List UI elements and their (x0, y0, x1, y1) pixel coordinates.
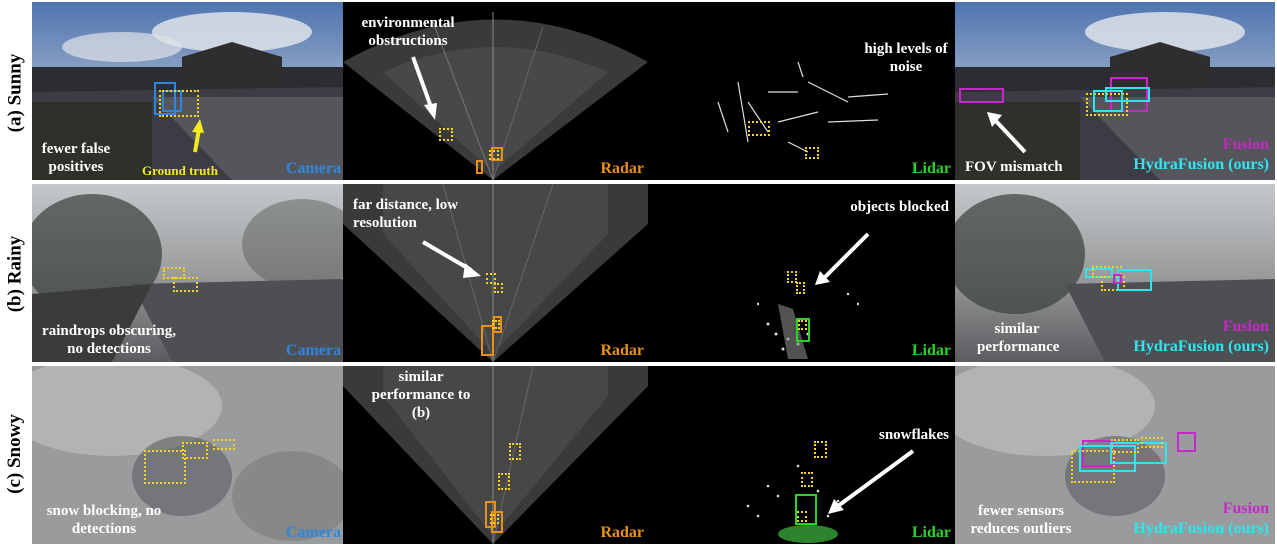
fusion-panel-snowy: fewer sensors reduces outliers Fusion Hy… (955, 366, 1275, 544)
ground-truth-box (173, 277, 198, 292)
ground-truth-box (796, 282, 805, 294)
radar-detection-box (481, 325, 494, 356)
ground-truth-box (798, 320, 807, 330)
camera-note-rainy: raindrops obscuring, no detections (42, 323, 176, 357)
ground-truth-box (805, 147, 819, 159)
radar-panel-rainy: far distance, low resolution Radar (343, 184, 648, 362)
ground-truth-box (797, 511, 807, 522)
fusion-detection-box (1177, 432, 1196, 452)
camera-detection-box (154, 82, 176, 115)
lidar-label: Lidar (911, 160, 951, 177)
radar-label: Radar (600, 160, 644, 177)
radar-detection-box (476, 160, 483, 174)
ground-truth-box (814, 441, 827, 458)
lidar-note-snowy: snowflakes (878, 427, 949, 443)
ground-truth-box (787, 271, 797, 283)
hydrafusion-detection-box (1079, 445, 1136, 472)
ground-truth-box (1086, 93, 1128, 116)
camera-note-snowy: snow blocking, no detections (46, 503, 162, 537)
row-label-snowy: (c) Snowy (4, 414, 26, 494)
radar-label: Radar (600, 342, 644, 359)
radar-label: Radar (600, 524, 644, 541)
ground-truth-box (213, 439, 235, 450)
ground-truth-box (1141, 437, 1163, 448)
ground-truth-box (490, 514, 499, 524)
lidar-detection-box (795, 494, 817, 525)
camera-note-sunny: fewer false positives (41, 141, 111, 175)
fusion-detection-box (1113, 274, 1122, 284)
ground-truth-box (1071, 450, 1115, 483)
camera-panel-rainy: raindrops obscuring, no detections Camer… (32, 184, 343, 362)
ground-truth-box (492, 320, 500, 329)
hydrafusion-detection-box (1110, 442, 1167, 464)
fusion-detection-box (959, 88, 1004, 103)
lidar-note-sunny: high levels of noise (864, 41, 948, 75)
camera-panel-sunny: fewer false positives Ground truth Camer… (32, 2, 343, 180)
radar-panel-snowy: similar performance to (b) Radar (343, 366, 648, 544)
ground-truth-box (1111, 439, 1139, 453)
fusion-note-sunny: FOV mismatch (965, 159, 1063, 175)
lidar-label: Lidar (911, 524, 951, 541)
camera-label: Camera (285, 524, 341, 541)
ground-truth-box (439, 128, 453, 141)
lidar-panel-sunny: high levels of noise Lidar (648, 2, 955, 180)
fusion-note-rainy: similar performance (977, 321, 1060, 355)
hydrafusion-detection-box (1117, 269, 1152, 291)
radar-note-snowy: similar performance to (b) (371, 369, 471, 421)
camera-label: Camera (285, 342, 341, 359)
lidar-panel-rainy: objects blocked Lidar (648, 184, 955, 362)
lidar-label: Lidar (911, 342, 951, 359)
ground-truth-box (489, 150, 499, 160)
fusion-panel-sunny: FOV mismatch Fusion HydraFusion (ours) (955, 2, 1275, 180)
row-label-rainy: (b) Rainy (4, 235, 26, 313)
hydrafusion-label: HydraFusion (ours) (1133, 520, 1269, 537)
camera-label: Camera (285, 160, 341, 177)
ground-truth-label: Ground truth (142, 163, 218, 178)
fusion-panel-rainy: similar performance Fusion HydraFusion (… (955, 184, 1275, 362)
ground-truth-box (182, 442, 208, 459)
lidar-panel-snowy: snowflakes Lidar (648, 366, 955, 544)
ground-truth-box (509, 443, 521, 460)
fusion-label: Fusion (1222, 318, 1269, 335)
fusion-note-snowy: fewer sensors reduces outliers (970, 503, 1072, 537)
radar-detection-box (491, 147, 503, 161)
hydrafusion-label: HydraFusion (ours) (1133, 338, 1269, 355)
radar-note-sunny: environmental obstructions (361, 15, 455, 49)
hydrafusion-detection-box (1105, 87, 1150, 102)
row-label-sunny: (a) Sunny (4, 53, 26, 133)
camera-panel-snowy: snow blocking, no detections Camera (32, 366, 343, 544)
hydrafusion-label: HydraFusion (ours) (1133, 156, 1269, 173)
ground-truth-box (486, 273, 496, 284)
radar-note-rainy: far distance, low resolution (353, 197, 459, 231)
fusion-label: Fusion (1222, 500, 1269, 517)
ground-truth-box (159, 90, 199, 117)
radar-detection-box (493, 316, 502, 333)
radar-panel-sunny: environmental obstructions Radar (343, 2, 648, 180)
ground-truth-box (498, 473, 510, 490)
ground-truth-box (801, 472, 813, 487)
fusion-label: Fusion (1222, 136, 1269, 153)
ground-truth-box (494, 283, 503, 293)
lidar-detection-box (796, 318, 810, 342)
ground-truth-box (144, 450, 186, 484)
lidar-note-rainy: objects blocked (850, 199, 949, 215)
ground-truth-box (748, 121, 770, 136)
